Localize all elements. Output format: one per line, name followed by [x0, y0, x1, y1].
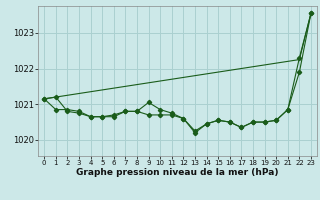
X-axis label: Graphe pression niveau de la mer (hPa): Graphe pression niveau de la mer (hPa) — [76, 168, 279, 177]
